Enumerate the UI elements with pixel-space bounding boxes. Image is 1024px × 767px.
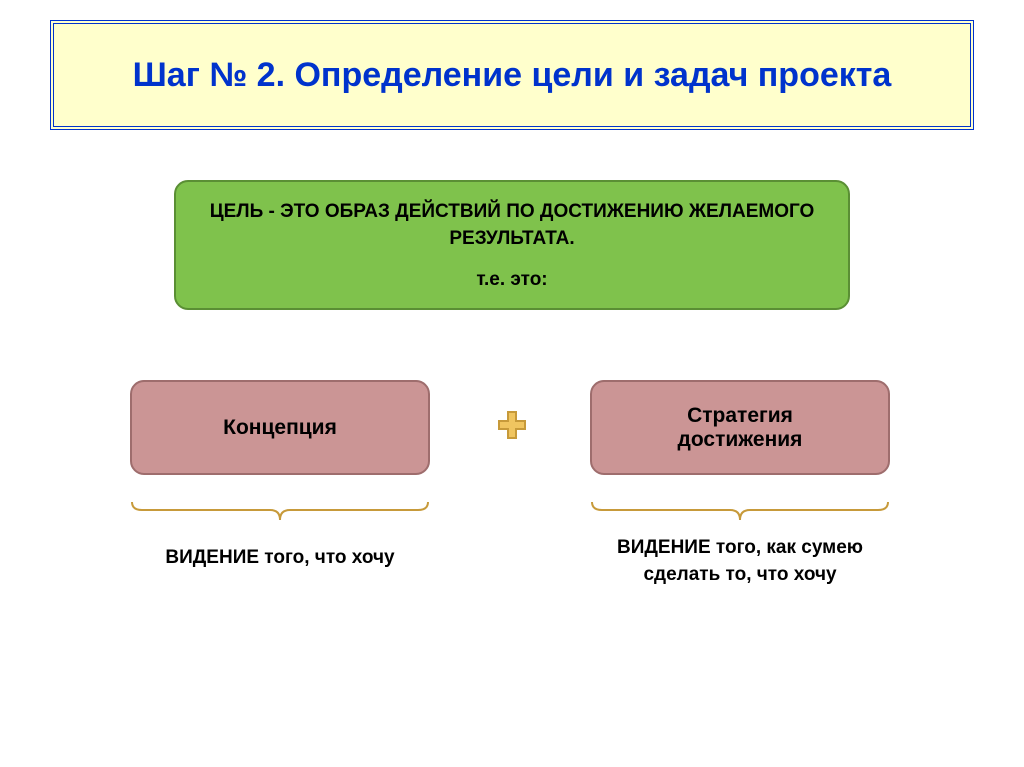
title-box: Шаг № 2. Определение цели и задач проект… — [50, 20, 974, 130]
right-caption: ВИДЕНИЕ того, как сумею сделать то, что … — [590, 535, 890, 588]
definition-text-line2: т.е. это: — [476, 269, 547, 291]
strategy-label: Стратегия достижения — [678, 404, 803, 452]
concept-label: Концепция — [223, 416, 337, 440]
definition-text-line1: ЦЕЛЬ - ЭТО ОБРАЗ ДЕЙСТВИЙ ПО ДОСТИЖЕНИЮ … — [196, 199, 828, 252]
brace-right-icon — [590, 500, 890, 522]
plus-icon — [497, 410, 527, 440]
concept-box: Концепция — [130, 380, 430, 475]
page-title: Шаг № 2. Определение цели и задач проект… — [133, 56, 892, 95]
brace-left-icon — [130, 500, 430, 522]
left-caption: ВИДЕНИЕ того, что хочу — [130, 545, 430, 572]
strategy-box: Стратегия достижения — [590, 380, 890, 475]
definition-box: ЦЕЛЬ - ЭТО ОБРАЗ ДЕЙСТВИЙ ПО ДОСТИЖЕНИЮ … — [174, 180, 850, 310]
